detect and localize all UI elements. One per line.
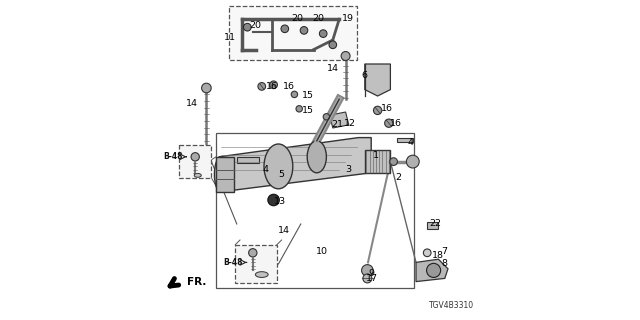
Ellipse shape: [323, 114, 330, 120]
Text: 20: 20: [291, 14, 303, 23]
Text: 16: 16: [381, 104, 393, 113]
Text: 15: 15: [302, 92, 314, 100]
Polygon shape: [330, 112, 349, 128]
Polygon shape: [219, 138, 371, 192]
Text: 4: 4: [407, 138, 413, 147]
Ellipse shape: [319, 30, 327, 37]
Ellipse shape: [390, 158, 397, 165]
Text: 1: 1: [372, 151, 379, 160]
Text: 16: 16: [390, 119, 403, 128]
Bar: [229, 6, 357, 60]
Ellipse shape: [424, 249, 431, 257]
Ellipse shape: [374, 106, 382, 115]
Ellipse shape: [307, 141, 326, 173]
Text: FR.: FR.: [187, 277, 207, 287]
Text: 22: 22: [429, 220, 441, 228]
Ellipse shape: [264, 144, 292, 189]
Ellipse shape: [291, 91, 298, 98]
Text: 8: 8: [442, 260, 447, 268]
Polygon shape: [428, 222, 438, 229]
Polygon shape: [365, 64, 390, 96]
Bar: [179, 145, 211, 178]
Ellipse shape: [195, 173, 201, 177]
Ellipse shape: [281, 25, 289, 33]
Ellipse shape: [329, 41, 337, 49]
Text: 21: 21: [332, 120, 343, 129]
Ellipse shape: [270, 81, 278, 89]
Text: 5: 5: [278, 170, 284, 179]
Text: 14: 14: [186, 100, 198, 108]
Ellipse shape: [406, 155, 419, 168]
Text: 13: 13: [274, 197, 285, 206]
Ellipse shape: [296, 106, 302, 112]
Ellipse shape: [341, 52, 350, 60]
Text: 2: 2: [396, 173, 401, 182]
Bar: [236, 245, 277, 283]
Text: 14: 14: [278, 226, 290, 235]
Text: 20: 20: [312, 14, 324, 23]
Ellipse shape: [244, 23, 252, 31]
Text: 3: 3: [345, 165, 351, 174]
Bar: [365, 150, 390, 173]
Text: 16: 16: [266, 82, 278, 91]
Text: 18: 18: [432, 252, 444, 260]
Text: 14: 14: [327, 64, 339, 73]
Ellipse shape: [385, 119, 393, 127]
Polygon shape: [416, 259, 448, 282]
Bar: [216, 133, 415, 288]
Polygon shape: [275, 166, 291, 179]
Text: 12: 12: [344, 119, 356, 128]
Ellipse shape: [362, 265, 373, 276]
Text: 19: 19: [342, 14, 355, 23]
Ellipse shape: [258, 83, 266, 90]
Text: 16: 16: [283, 82, 295, 91]
Text: 4: 4: [262, 165, 269, 174]
Text: 20: 20: [250, 21, 262, 30]
Ellipse shape: [268, 194, 280, 206]
Text: 9: 9: [369, 269, 375, 278]
Polygon shape: [397, 138, 413, 142]
Ellipse shape: [249, 249, 257, 257]
Text: B-48: B-48: [224, 258, 243, 267]
Ellipse shape: [255, 272, 268, 277]
Text: 17: 17: [366, 274, 378, 283]
Ellipse shape: [214, 157, 227, 192]
Text: 11: 11: [224, 33, 236, 42]
Bar: [216, 157, 234, 192]
Polygon shape: [237, 157, 259, 163]
Text: B-48: B-48: [164, 152, 183, 161]
Ellipse shape: [427, 263, 441, 277]
Ellipse shape: [363, 274, 372, 283]
Ellipse shape: [202, 83, 211, 93]
Ellipse shape: [300, 27, 308, 34]
Text: 10: 10: [316, 247, 328, 256]
Text: 15: 15: [302, 106, 314, 115]
Text: TGV4B3310: TGV4B3310: [428, 301, 474, 310]
Ellipse shape: [191, 153, 200, 161]
Text: 7: 7: [442, 247, 447, 256]
Text: 6: 6: [362, 71, 367, 80]
